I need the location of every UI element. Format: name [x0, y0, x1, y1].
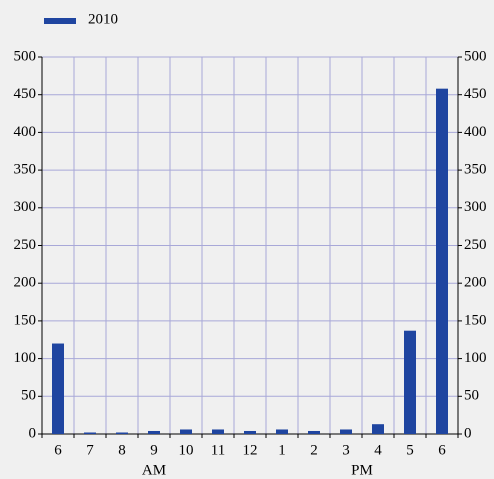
- x-tick-label: 12: [243, 442, 258, 458]
- bar: [180, 429, 192, 434]
- x-tick-label: 6: [54, 442, 62, 458]
- bar: [404, 330, 416, 434]
- y-tick-label: 150: [14, 312, 37, 328]
- legend-swatch: [44, 18, 76, 24]
- x-group-label: AM: [142, 462, 166, 478]
- x-group-label: PM: [351, 462, 373, 478]
- y2-tick-label: 300: [464, 199, 487, 215]
- y2-tick-label: 0: [464, 425, 472, 441]
- bar: [436, 88, 448, 434]
- y2-tick-label: 250: [464, 237, 487, 253]
- x-tick-label: 2: [310, 442, 318, 458]
- y-tick-label: 300: [14, 199, 37, 215]
- x-tick-label: 1: [278, 442, 286, 458]
- bar: [52, 343, 64, 434]
- x-tick-label: 4: [374, 442, 382, 458]
- y2-tick-label: 200: [464, 275, 487, 291]
- y-tick-label: 50: [21, 388, 36, 404]
- y-tick-label: 200: [14, 275, 37, 291]
- bar: [244, 430, 256, 434]
- x-tick-label: 5: [406, 442, 414, 458]
- y-tick-label: 350: [14, 162, 37, 178]
- bar: [116, 432, 128, 434]
- x-tick-label: 9: [150, 442, 158, 458]
- x-tick-label: 8: [118, 442, 126, 458]
- y-tick-label: 100: [14, 350, 37, 366]
- bar: [84, 432, 96, 434]
- y-tick-label: 250: [14, 237, 37, 253]
- x-tick-label: 3: [342, 442, 350, 458]
- y2-tick-label: 150: [464, 312, 487, 328]
- legend-label: 2010: [88, 11, 118, 27]
- bar: [148, 430, 160, 434]
- x-tick-label: 7: [86, 442, 94, 458]
- y2-tick-label: 50: [464, 388, 479, 404]
- y2-tick-label: 350: [464, 162, 487, 178]
- x-tick-label: 11: [211, 442, 225, 458]
- x-tick-label: 6: [438, 442, 446, 458]
- y-tick-label: 450: [14, 86, 37, 102]
- y2-tick-label: 450: [464, 86, 487, 102]
- bar: [308, 430, 320, 434]
- bar: [212, 429, 224, 434]
- y2-tick-label: 100: [464, 350, 487, 366]
- y-tick-label: 400: [14, 124, 37, 140]
- bar: [276, 429, 288, 434]
- y2-tick-label: 400: [464, 124, 487, 140]
- y-tick-label: 0: [29, 425, 37, 441]
- y-tick-label: 500: [14, 48, 37, 64]
- x-tick-label: 10: [179, 442, 194, 458]
- y2-tick-label: 500: [464, 48, 487, 64]
- bar: [372, 424, 384, 434]
- bar: [340, 429, 352, 434]
